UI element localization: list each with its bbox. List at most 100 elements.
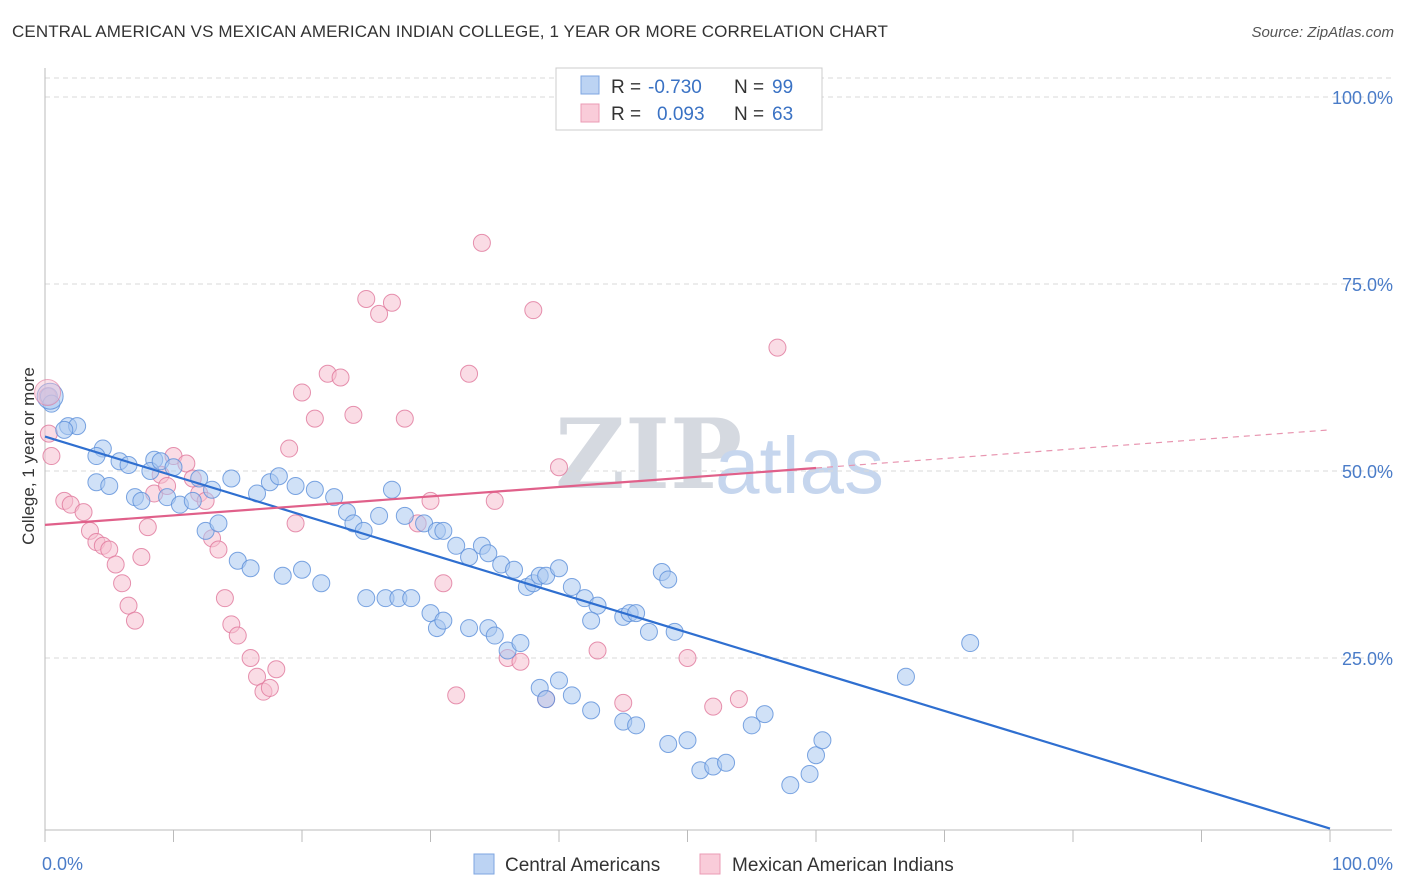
central-american-point — [678, 731, 697, 750]
central-american-point — [312, 574, 331, 593]
central-american-point — [717, 753, 736, 772]
bottom-legend-swatch-central — [473, 853, 495, 875]
mexican-american-indian-point — [293, 383, 311, 402]
y-axis-label: College, 1 year or more — [19, 367, 38, 545]
central-american-point — [627, 716, 646, 735]
y-tick-label: 50.0% — [1342, 462, 1393, 482]
mexican-american-indian-point — [42, 447, 61, 466]
mexican-american-indian-point — [370, 304, 389, 323]
mexican-american-indian-point — [344, 405, 363, 424]
central-american-point — [562, 577, 581, 596]
legend-n-label-2: N = — [734, 104, 764, 125]
mexican-american-indian-point — [524, 301, 543, 320]
mexican-american-indian-point — [241, 649, 260, 667]
x-tick-label-max: 100.0% — [1332, 854, 1393, 874]
central-american-point — [370, 506, 389, 525]
central-american-point — [479, 544, 498, 563]
mexican-american-indian-point — [472, 233, 491, 252]
x-axis-ticks — [44, 830, 1331, 842]
mexican-american-indian-point — [138, 518, 157, 537]
mexican-american-indian-point — [215, 589, 234, 608]
central-american-point — [537, 690, 556, 709]
source-label: Source: ZipAtlas.com — [1251, 24, 1394, 41]
series-legend: Central Americans Mexican American India… — [473, 853, 954, 876]
x-tick-label-min: 0.0% — [42, 854, 83, 874]
central-american-point — [241, 559, 260, 578]
central-american-point — [742, 716, 761, 735]
mexican-american-indian-point — [34, 378, 62, 406]
central-american-point — [434, 611, 453, 630]
central-american-point — [562, 686, 581, 705]
mexican-american-indian-point — [267, 660, 286, 679]
mexican-american-indian-point — [74, 503, 93, 522]
bottom-legend-label-central: Central Americans — [505, 855, 660, 876]
central-american-point — [511, 634, 530, 653]
central-american-point — [222, 469, 241, 488]
central-american-point — [434, 521, 453, 540]
central-american-point — [460, 619, 479, 638]
mexican-american-indian-point — [460, 364, 479, 383]
series-layer — [34, 233, 1331, 830]
mexican-american-indian-point — [357, 289, 376, 308]
central-american-point — [550, 671, 568, 690]
mexican-american-indian-point — [395, 409, 414, 428]
mexican-american-indian-point — [100, 540, 119, 559]
mexican-american-indian-point — [209, 540, 228, 559]
mexican-american-indian-trendline-extension — [815, 429, 1331, 469]
legend-n-value-2: 63 — [772, 104, 793, 125]
mexican-american-indian-point — [113, 574, 132, 593]
mexican-american-indian-point — [125, 611, 144, 630]
central-american-point — [273, 566, 292, 585]
central-american-point — [269, 467, 288, 486]
bottom-legend-label-mexican: Mexican American Indians — [732, 855, 954, 876]
central-american-point — [395, 506, 414, 525]
mexican-american-indian-point — [678, 649, 697, 667]
mexican-american-indian-point — [260, 678, 279, 697]
mexican-american-indian-point — [550, 458, 568, 477]
mexican-american-indian-point — [704, 697, 723, 716]
central-american-point — [639, 622, 658, 641]
central-american-point — [755, 705, 774, 724]
mexican-american-indian-point — [588, 641, 607, 660]
central-american-point — [813, 731, 832, 750]
chart-title: CENTRAL AMERICAN VS MEXICAN AMERICAN IND… — [12, 22, 888, 41]
legend-r-label-2: R = — [611, 104, 641, 125]
watermark-atlas: atlas — [715, 421, 884, 510]
mexican-american-indian-point — [447, 686, 466, 705]
legend-swatch-central — [580, 75, 600, 95]
central-american-point — [582, 701, 601, 720]
legend-n-label-1: N = — [734, 77, 764, 98]
y-tick-label: 75.0% — [1342, 275, 1393, 295]
central-american-point — [36, 382, 64, 410]
central-american-point — [659, 570, 678, 589]
mexican-american-indian-point — [485, 491, 504, 510]
central-american-point — [659, 735, 678, 754]
mexican-american-indian-point — [106, 555, 125, 574]
central-american-point — [961, 634, 980, 653]
central-american-point — [209, 514, 228, 533]
mexican-american-indian-point — [768, 338, 787, 357]
y-tick-label: 100.0% — [1332, 88, 1393, 108]
central-american-point — [781, 776, 800, 795]
mexican-american-indian-point — [280, 439, 299, 458]
central-american-point — [896, 667, 915, 686]
central-american-point — [447, 536, 466, 555]
legend-n-value-1: 99 — [772, 77, 793, 98]
central-american-point — [132, 491, 151, 510]
y-tick-label: 25.0% — [1342, 649, 1393, 669]
central-american-point — [325, 488, 344, 507]
mexican-american-indian-point — [119, 596, 138, 615]
mexican-american-indian-point — [286, 514, 305, 533]
watermark-zip: ZIP — [555, 398, 742, 511]
mexican-american-indian-point — [331, 368, 350, 387]
central-american-point — [485, 626, 504, 645]
mexican-american-indian-trendline — [44, 466, 817, 526]
central-american-point — [582, 611, 601, 630]
central-american-point — [382, 480, 401, 499]
legend-swatch-mexican — [580, 103, 600, 123]
central-american-point — [357, 589, 376, 608]
mexican-american-indian-point — [132, 548, 151, 567]
central-american-point — [800, 764, 819, 783]
central-american-point — [505, 560, 524, 579]
